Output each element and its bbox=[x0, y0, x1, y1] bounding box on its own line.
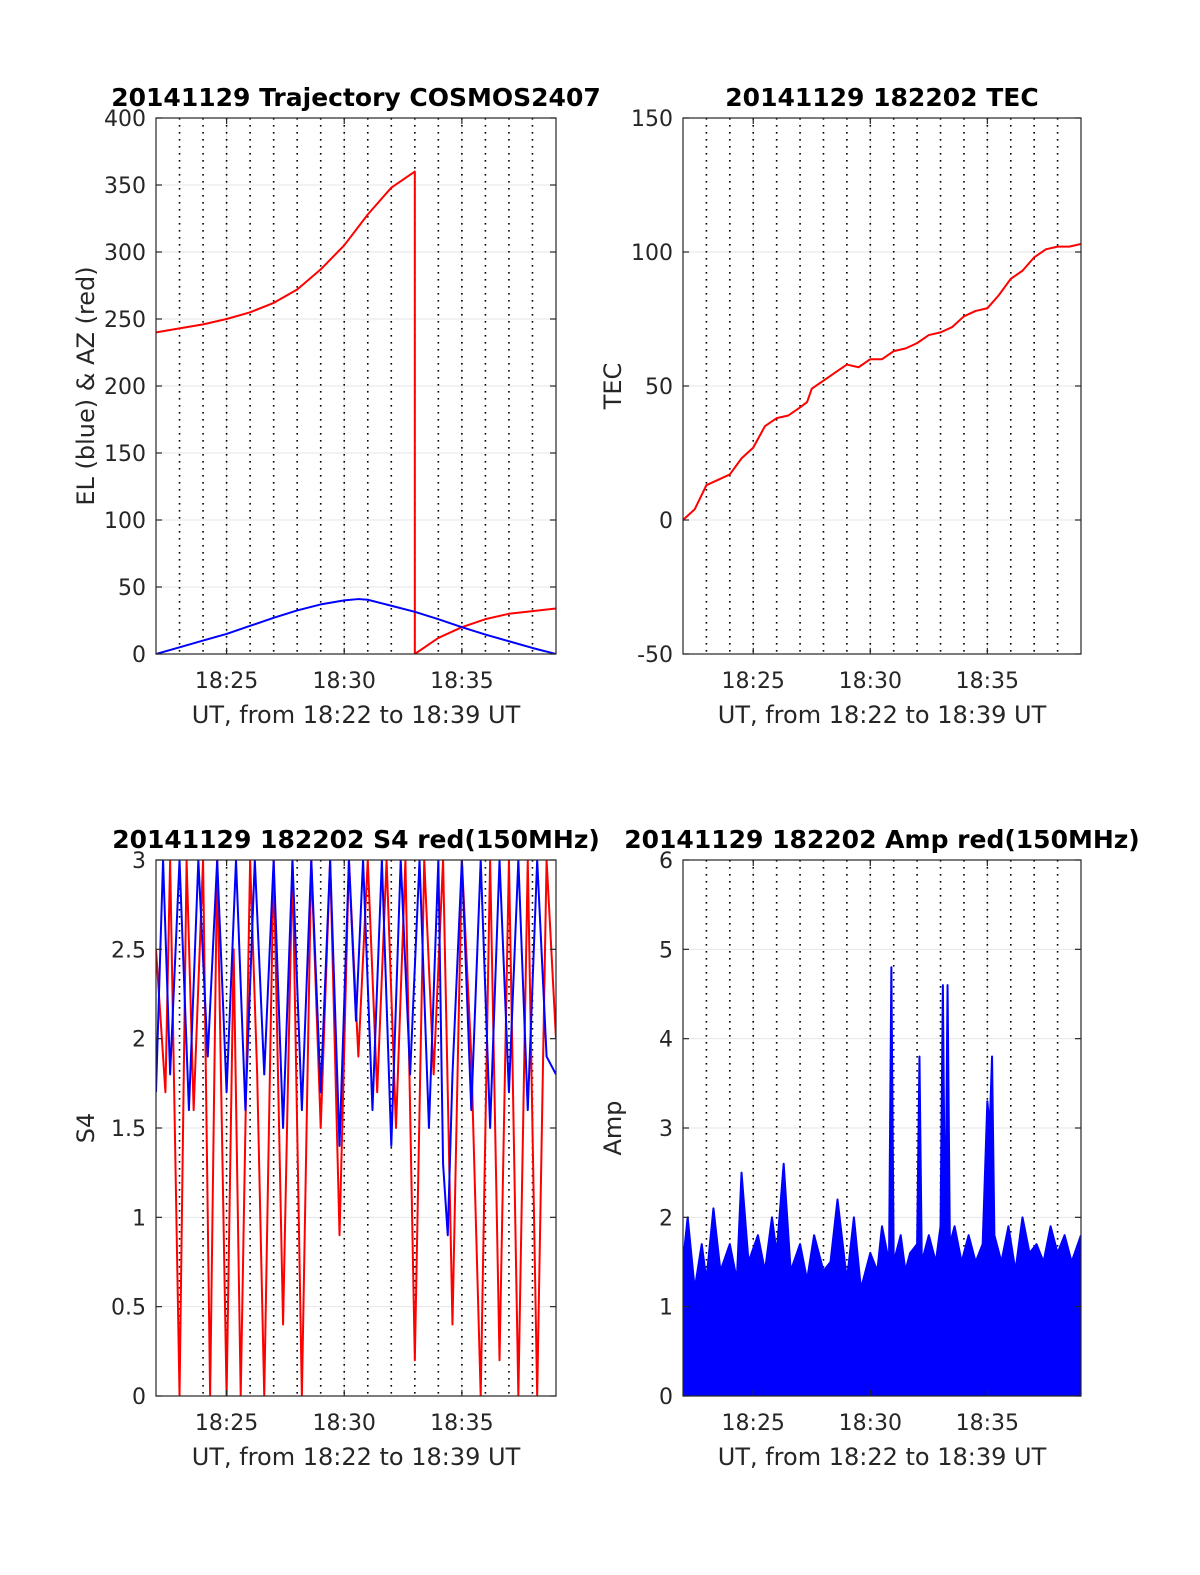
trajectory-xtick-label: 18:30 bbox=[313, 669, 376, 694]
amp-ytick-label: 4 bbox=[659, 1028, 673, 1053]
amp-ytick-label: 6 bbox=[659, 849, 673, 874]
trajectory-series-0 bbox=[156, 170, 556, 654]
s4-ytick-label: 2 bbox=[132, 1028, 146, 1053]
s4-ytick-label: 2.5 bbox=[111, 938, 146, 963]
tec-series-0 bbox=[683, 242, 1081, 521]
s4-ytick-label: 0 bbox=[132, 1385, 146, 1410]
trajectory-ytick-label: 250 bbox=[104, 308, 146, 333]
amp-series-0 bbox=[683, 966, 1081, 1290]
trajectory-ytick-label: 300 bbox=[104, 241, 146, 266]
amp-ytick-label: 1 bbox=[659, 1296, 673, 1321]
trajectory-ytick-label: 350 bbox=[104, 174, 146, 199]
amp-ytick-label: 0 bbox=[659, 1385, 673, 1410]
amp-panel: 0 1 2 3 4 5 6 18:25 18:30 18:35 UT, from 18:22 to … bbox=[599, 825, 1140, 1471]
trajectory-ytick-label: 50 bbox=[118, 576, 146, 601]
tec-xlabel: UT, from 18:22 to 18:39 UT bbox=[718, 701, 1047, 729]
amp-ylabel: Amp bbox=[599, 1100, 627, 1155]
trajectory-xlabel: UT, from 18:22 to 18:39 UT bbox=[192, 701, 521, 729]
s4-xtick-label: 18:35 bbox=[430, 1411, 493, 1436]
amp-xtick-label: 18:30 bbox=[839, 1411, 902, 1436]
trajectory-series-1 bbox=[156, 598, 556, 654]
amp-title: 20141129 182202 Amp red(150MHz) bbox=[624, 825, 1140, 854]
s4-ytick-label: 1.5 bbox=[111, 1117, 146, 1142]
tec-xtick-label: 18:35 bbox=[956, 669, 1019, 694]
tec-ytick-label: 50 bbox=[645, 375, 673, 400]
s4-ytick-label: 1 bbox=[132, 1206, 146, 1231]
tec-ylabel: TEC bbox=[599, 363, 627, 411]
tec-ytick-label: 0 bbox=[659, 509, 673, 534]
tec-panel: -50 0 50 100 150 18:25 18:30 18:35 UT, from 18:2… bbox=[599, 83, 1082, 729]
amp-xtick-label: 18:25 bbox=[722, 1411, 785, 1436]
trajectory-ytick-label: 150 bbox=[104, 442, 146, 467]
trajectory-ytick-label: 0 bbox=[132, 643, 146, 668]
tec-xtick-label: 18:25 bbox=[722, 669, 785, 694]
trajectory-ytick-label: 100 bbox=[104, 509, 146, 534]
s4-series-0 bbox=[156, 860, 556, 1396]
s4-xtick-label: 18:25 bbox=[195, 1411, 258, 1436]
trajectory-ytick-label: 200 bbox=[104, 375, 146, 400]
amp-series-0-fill bbox=[683, 967, 1081, 1396]
trajectory-ytick-label: 400 bbox=[104, 107, 146, 132]
s4-title: 20141129 182202 S4 red(150MHz) bbox=[112, 825, 600, 854]
tec-title: 20141129 182202 TEC bbox=[725, 83, 1038, 112]
trajectory-panel: 0 50 100 150 200 250 300 350 400 18:25 18:30 18:35 U… bbox=[72, 83, 601, 729]
s4-panel: 0 0.5 1 1.5 2 2.5 3 18:25 18:30 18:35 UT, from 18:… bbox=[72, 825, 600, 1471]
trajectory-ylabel: EL (blue) & AZ (red) bbox=[72, 266, 100, 505]
s4-series-1 bbox=[156, 860, 556, 1237]
s4-xtick-label: 18:30 bbox=[313, 1411, 376, 1436]
s4-ylabel: S4 bbox=[72, 1113, 100, 1144]
tec-ytick-label: 150 bbox=[631, 107, 673, 132]
amp-xtick-label: 18:35 bbox=[956, 1411, 1019, 1436]
s4-xlabel: UT, from 18:22 to 18:39 UT bbox=[192, 1443, 521, 1471]
s4-ytick-label: 0.5 bbox=[111, 1296, 146, 1321]
tec-ytick-label: -50 bbox=[637, 643, 673, 668]
amp-ytick-label: 2 bbox=[659, 1206, 673, 1231]
trajectory-title: 20141129 Trajectory COSMOS2407 bbox=[111, 83, 601, 112]
trajectory-xtick-label: 18:25 bbox=[195, 669, 258, 694]
amp-xlabel: UT, from 18:22 to 18:39 UT bbox=[718, 1443, 1047, 1471]
tec-ytick-label: 100 bbox=[631, 241, 673, 266]
amp-ytick-label: 5 bbox=[659, 938, 673, 963]
amp-ytick-label: 3 bbox=[659, 1117, 673, 1142]
tec-xtick-label: 18:30 bbox=[839, 669, 902, 694]
s4-ytick-label: 3 bbox=[132, 849, 146, 874]
trajectory-xtick-label: 18:35 bbox=[430, 669, 493, 694]
